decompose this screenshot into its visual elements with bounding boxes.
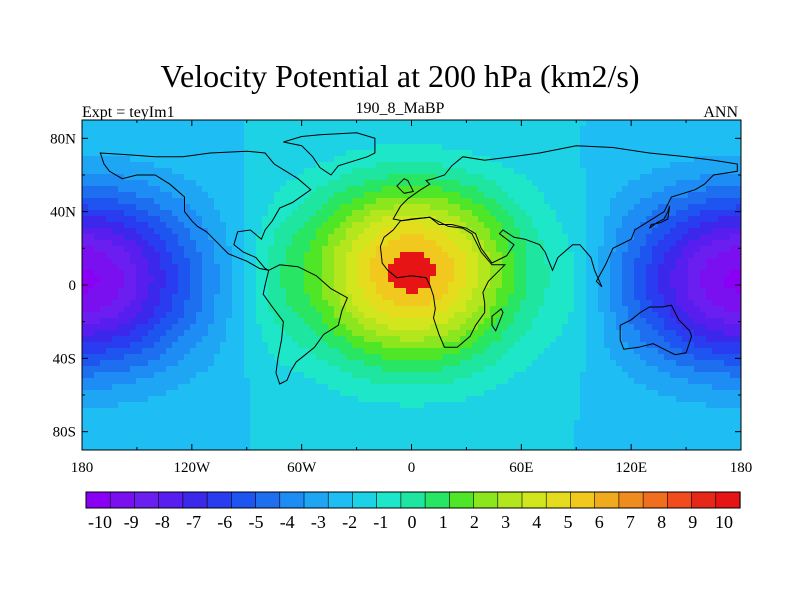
colorbar-label: 3 — [501, 512, 510, 532]
experiment-label: Expt = teyIm1 — [82, 104, 175, 121]
colorbar-label: -6 — [217, 512, 232, 532]
coastline-6 — [396, 178, 415, 194]
colorbar-box — [473, 491, 499, 509]
colorbar-label: 2 — [470, 512, 479, 532]
season-label: ANN — [703, 104, 738, 121]
colorbar-box — [279, 491, 305, 509]
x-tick-label: 120W — [173, 460, 211, 476]
colorbar-box — [570, 491, 596, 509]
colorbar-box — [400, 491, 426, 509]
colorbar-label: 6 — [595, 512, 604, 532]
colorbar-box — [206, 491, 232, 509]
colorbar-label: -2 — [342, 512, 357, 532]
y-tick-label: 80N — [50, 131, 76, 147]
coastline-2 — [392, 145, 738, 288]
colorbar-box — [376, 491, 402, 509]
case-label: 190_8_MaBP — [355, 100, 445, 117]
chart-title: Velocity Potential at 200 hPa (km2/s) — [160, 58, 640, 94]
x-tick-label: 60E — [509, 460, 533, 476]
coastline-7 — [491, 308, 504, 332]
y-tick-label: 40S — [53, 351, 76, 367]
colorbar-box — [85, 491, 111, 509]
colorbar-label: -10 — [88, 512, 112, 532]
colorbar-label: -7 — [186, 512, 201, 532]
colorbar-box — [497, 491, 523, 509]
colorbar-box — [424, 491, 450, 509]
colorbar-label: 10 — [715, 512, 733, 532]
colorbar-box — [618, 491, 644, 509]
colorbar-label: 8 — [657, 512, 666, 532]
x-tick-label: 60W — [287, 460, 317, 476]
colorbar-label: 9 — [688, 512, 697, 532]
colorbar-box — [231, 491, 257, 509]
colorbar-box — [327, 491, 354, 509]
contour-field — [82, 120, 741, 450]
coastline-3 — [379, 216, 507, 348]
y-tick-label: 40N — [50, 205, 76, 221]
coastline-outline — [99, 132, 738, 385]
colorbar-box — [109, 491, 136, 509]
colorbar-box — [521, 491, 547, 509]
colorbar-box — [134, 491, 160, 509]
colorbar-label: -1 — [373, 512, 388, 532]
x-tick-label: 180 — [71, 460, 94, 476]
y-tick-label: 0 — [69, 278, 77, 294]
colorbar-box — [667, 491, 693, 509]
colorbar-box — [182, 491, 208, 509]
colorbar-label: -9 — [124, 512, 139, 532]
y-tick-label: 80S — [53, 425, 76, 441]
colorbar-label: 7 — [626, 512, 635, 532]
colorbar-label: 4 — [532, 512, 541, 532]
colorbar: -10 -9 -8 -7 -6 -5 -4 -3 -2 -1 0 1 2 3 4 5 6 7 8 9 10 — [85, 491, 741, 532]
x-tick-label: 180 — [730, 460, 753, 476]
colorbar-box — [158, 491, 184, 509]
x-tick-label: 0 — [408, 460, 416, 476]
x-tick-label: 120E — [615, 460, 647, 476]
colorbar-label: 5 — [564, 512, 573, 532]
colorbar-box — [449, 491, 475, 509]
colorbar-box — [594, 491, 620, 509]
colorbar-box — [303, 491, 329, 509]
coastline-8 — [649, 206, 671, 229]
colorbar-box — [255, 491, 281, 509]
colorbar-label: -3 — [311, 512, 326, 532]
colorbar-label: -8 — [155, 512, 170, 532]
colorbar-frame — [85, 491, 741, 509]
axes: 180 120W 60W 0 60E 120E 180 80N 40N 0 40S 80S — [50, 120, 752, 476]
colorbar-box — [642, 491, 668, 509]
colorbar-label: -4 — [280, 512, 295, 532]
colorbar-box — [352, 491, 378, 509]
coastline-1 — [262, 264, 349, 385]
coastline-5 — [283, 132, 376, 176]
colorbar-label: 0 — [408, 512, 417, 532]
coastline-0 — [99, 150, 312, 271]
coastline-4 — [619, 304, 693, 356]
colorbar-label: 1 — [439, 512, 448, 532]
colorbar-box — [691, 491, 717, 509]
colorbar-box — [715, 491, 741, 509]
colorbar-box — [545, 491, 572, 509]
colorbar-label: -5 — [249, 512, 264, 532]
